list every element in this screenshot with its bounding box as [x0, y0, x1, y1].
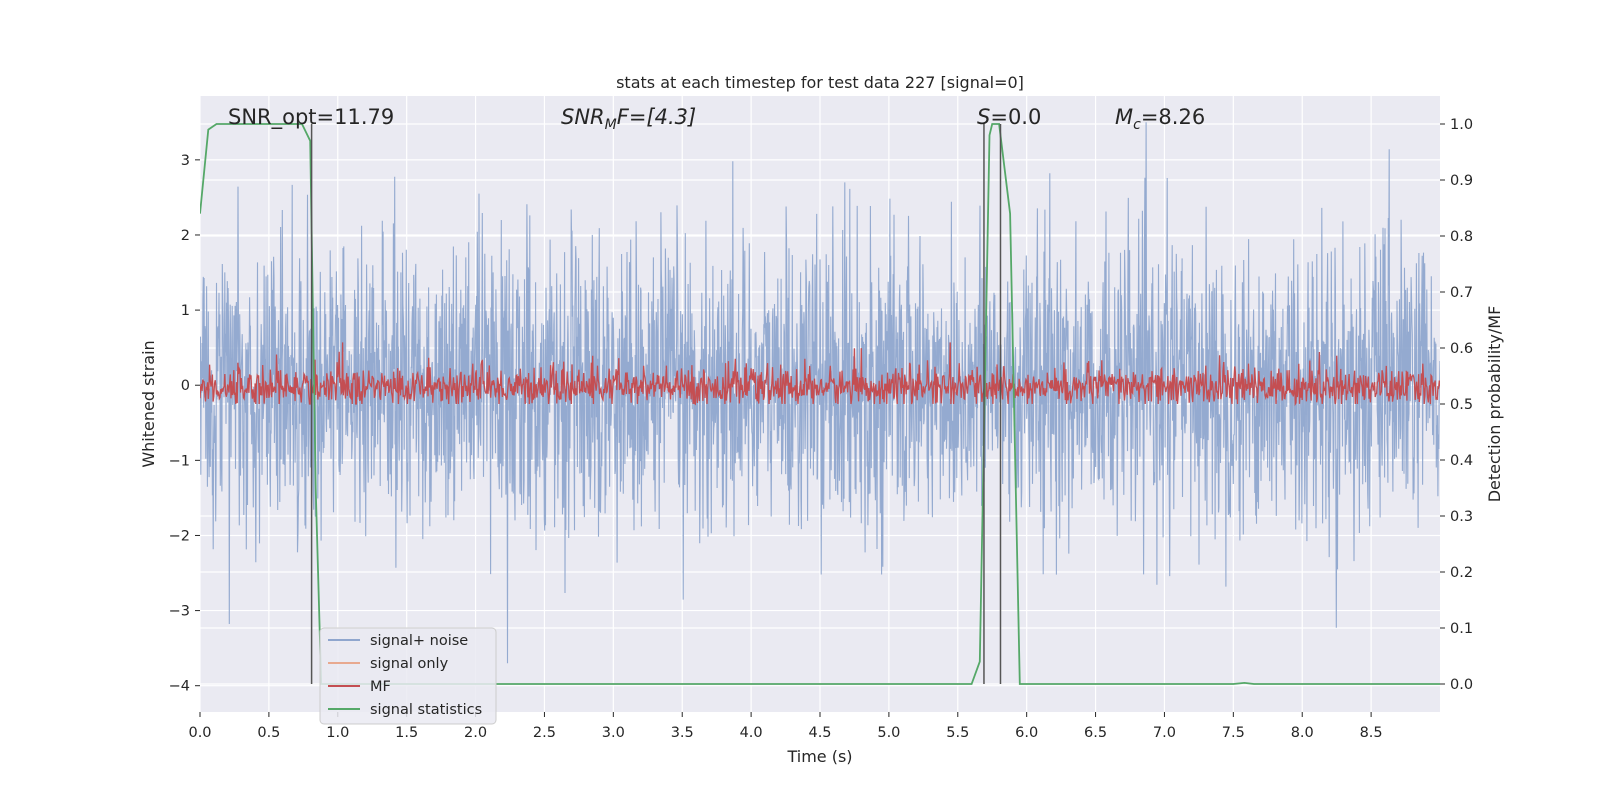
x-tick-label: 4.5	[808, 725, 831, 741]
y-axis-label: Whitened strain	[139, 340, 158, 467]
annotation-mc: Mc=8.26	[1115, 105, 1205, 133]
x-tick-label: 8.5	[1360, 725, 1383, 741]
y-tick-label: 0	[181, 378, 190, 394]
x-tick-label: 2.5	[533, 725, 556, 741]
legend-label-signal-only: signal only	[370, 656, 449, 672]
y-tick-label: −4	[169, 679, 190, 695]
x-axis-ticks: 0.0 0.5 1.0 1.5 2.0 2.5 3.0 3.5 4.0 4.5 5.0 5.5 6.0 6…	[188, 712, 1383, 741]
y-right-tick-label: 0.8	[1450, 229, 1473, 245]
x-tick-label: 0.5	[257, 725, 280, 741]
x-tick-label: 4.0	[740, 725, 763, 741]
x-tick-label: 1.0	[326, 725, 349, 741]
y-right-tick-label: 0.4	[1450, 453, 1473, 469]
legend-box	[319, 627, 497, 725]
y-tick-label: 3	[181, 153, 190, 169]
x-tick-label: 8.0	[1291, 725, 1314, 741]
x-tick-label: 7.5	[1222, 725, 1245, 741]
y-axis-ticks: 3 2 1 0 −1 −2 −3 −4	[169, 153, 200, 695]
y-tick-label: −2	[169, 528, 190, 544]
x-tick-label: 3.5	[671, 725, 694, 741]
annotation-snr-mf: SNRMF=[4.3]	[561, 105, 696, 133]
chart-title: stats at each timestep for test data 227…	[616, 73, 1024, 92]
vertical-markers	[310, 124, 1002, 684]
y-tick-label: −1	[169, 453, 190, 469]
x-tick-label: 2.0	[464, 725, 487, 741]
y-tick-label: 1	[181, 303, 190, 319]
y-right-axis-ticks: 1.0 0.9 0.8 0.7 0.6 0.5 0.4 0.3 0.2 0.1 0.0	[1440, 117, 1473, 693]
annotation-s: S=0.0	[977, 105, 1041, 129]
y-right-tick-label: 0.0	[1450, 677, 1473, 693]
x-tick-label: 6.5	[1084, 725, 1107, 741]
y-right-tick-label: 0.5	[1450, 397, 1473, 413]
x-tick-label: 3.0	[602, 725, 625, 741]
y-right-tick-label: 0.7	[1450, 285, 1473, 301]
x-tick-label: 0.0	[188, 725, 211, 741]
y-tick-label: −3	[169, 604, 190, 620]
annotation-snr-opt: SNR_opt=11.79	[228, 105, 394, 130]
legend: signal+ noise signal only MF signal stat…	[319, 627, 497, 725]
legend-label-signal-statistics: signal statistics	[370, 702, 482, 718]
y-right-axis-label: Detection probability/MF	[1485, 306, 1504, 503]
y-right-tick-label: 1.0	[1450, 117, 1473, 133]
x-tick-label: 6.0	[1015, 725, 1038, 741]
x-tick-label: 5.0	[877, 725, 900, 741]
legend-label-signal-noise: signal+ noise	[370, 633, 468, 649]
series-mf	[200, 342, 1440, 407]
x-tick-label: 7.0	[1153, 725, 1176, 741]
y-right-tick-label: 0.6	[1450, 341, 1473, 357]
series-signal-noise	[200, 122, 1440, 664]
legend-label-mf: MF	[370, 679, 391, 695]
x-tick-label: 1.5	[395, 725, 418, 741]
y-right-tick-label: 0.1	[1450, 621, 1473, 637]
x-axis-label: Time (s)	[786, 747, 852, 766]
y-right-tick-label: 0.3	[1450, 509, 1473, 525]
x-tick-label: 5.5	[946, 725, 969, 741]
y-right-tick-label: 0.9	[1450, 173, 1473, 189]
y-tick-label: 2	[181, 228, 190, 244]
y-right-tick-label: 0.2	[1450, 565, 1473, 581]
